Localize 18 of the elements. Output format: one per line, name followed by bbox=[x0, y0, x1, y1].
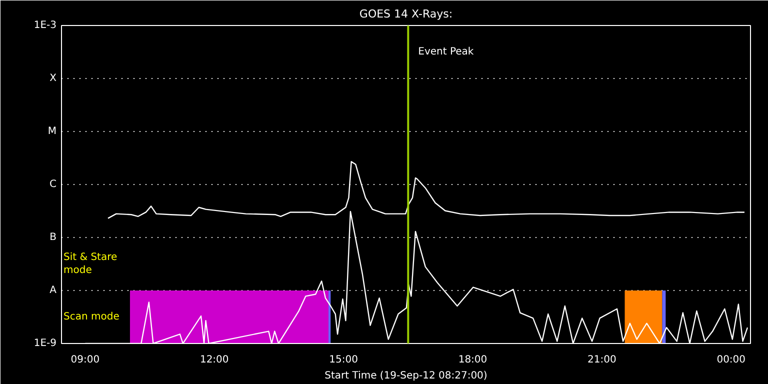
x-tick-label: 18:00 bbox=[458, 354, 488, 366]
y-tick-label: B bbox=[50, 232, 57, 243]
x-tick-label: 15:00 bbox=[329, 354, 358, 366]
x-tick-label: 21:00 bbox=[588, 354, 616, 366]
chart-title: GOES 14 X-Rays: bbox=[359, 8, 453, 20]
x-tick-label: 09:00 bbox=[70, 354, 100, 366]
y-tick-label: 1E-9 bbox=[34, 338, 57, 349]
x-tick-label: 12:00 bbox=[200, 354, 229, 366]
annotation: Scan mode bbox=[64, 312, 120, 322]
x-axis-title: Start Time (19-Sep-12 08:27:00) bbox=[324, 370, 488, 382]
ref-line-label: Event Peak bbox=[418, 46, 474, 58]
y-tick-label: 1E-3 bbox=[34, 20, 57, 31]
annotation: Sit & Stare mode bbox=[64, 252, 118, 276]
y-tick-label: M bbox=[48, 126, 57, 137]
x-tick-label: 00:00 bbox=[716, 354, 746, 366]
y-tick-label: X bbox=[50, 73, 57, 84]
y-tick-label: A bbox=[50, 285, 57, 296]
y-tick-label: C bbox=[50, 179, 57, 190]
